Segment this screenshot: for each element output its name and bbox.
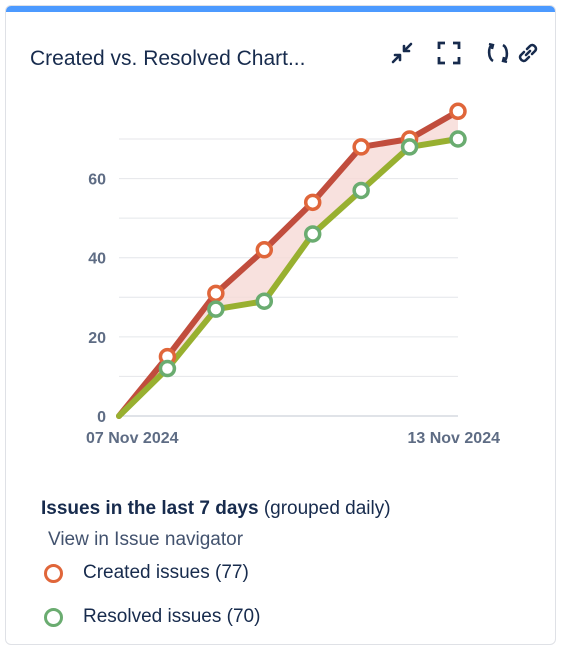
issue-navigator-link[interactable]: View in Issue navigator (48, 529, 244, 550)
resolved-point (303, 225, 322, 243)
fullscreen-icon (437, 41, 461, 65)
resolved-point (255, 292, 274, 310)
created-point (255, 241, 274, 259)
legend-item-resolved: Resolved issues (70) (44, 604, 260, 630)
created-point (303, 193, 322, 212)
y-tick-label: 20 (88, 330, 106, 347)
y-tick-label: 0 (97, 409, 106, 426)
gadget-header: Created vs. Resolved Chart... (30, 44, 360, 74)
resolved-point (352, 181, 370, 200)
x-tick-label: 07 Nov 2024 (86, 430, 179, 447)
refresh-icon (487, 42, 509, 64)
resolved-point (400, 138, 419, 156)
summary-grouping: (grouped daily) (263, 498, 391, 519)
refresh-button[interactable] (483, 38, 513, 68)
legend-label-created: Created issues (77) (83, 562, 249, 583)
y-tick-label: 60 (88, 172, 106, 189)
created-point (352, 138, 370, 156)
gadget-accent-bar (6, 6, 555, 12)
resolved-marker-icon (44, 607, 63, 627)
y-tick-label: 40 (88, 251, 106, 268)
gadget-title: Created vs. Resolved Chart... (30, 47, 306, 70)
resolved-point (158, 359, 177, 378)
created-point (207, 284, 225, 303)
created-vs-resolved-chart: 0 20 40 60 07 Nov 2024 13 Nov 2024 (86, 102, 500, 447)
gadget-card: Created vs. Resolved Chart... 0 20 40 60 07 … (5, 5, 556, 645)
summary-heading: Issues in the last 7 days (41, 498, 259, 519)
x-tick-label: 13 Nov 2024 (407, 430, 500, 447)
resolved-point (207, 300, 225, 318)
created-marker-icon (44, 563, 63, 583)
minimize-icon (391, 42, 413, 64)
legend-item-created: Created issues (77) (44, 560, 249, 586)
chart-summary: Issues in the last 7 days (grouped daily… (41, 496, 391, 522)
minimize-button[interactable] (387, 38, 417, 68)
fullscreen-button[interactable] (434, 38, 464, 68)
link-button[interactable] (513, 38, 543, 68)
resolved-point (449, 130, 467, 148)
link-icon (518, 43, 538, 63)
created-point (449, 102, 467, 121)
legend-label-resolved: Resolved issues (70) (83, 606, 261, 627)
